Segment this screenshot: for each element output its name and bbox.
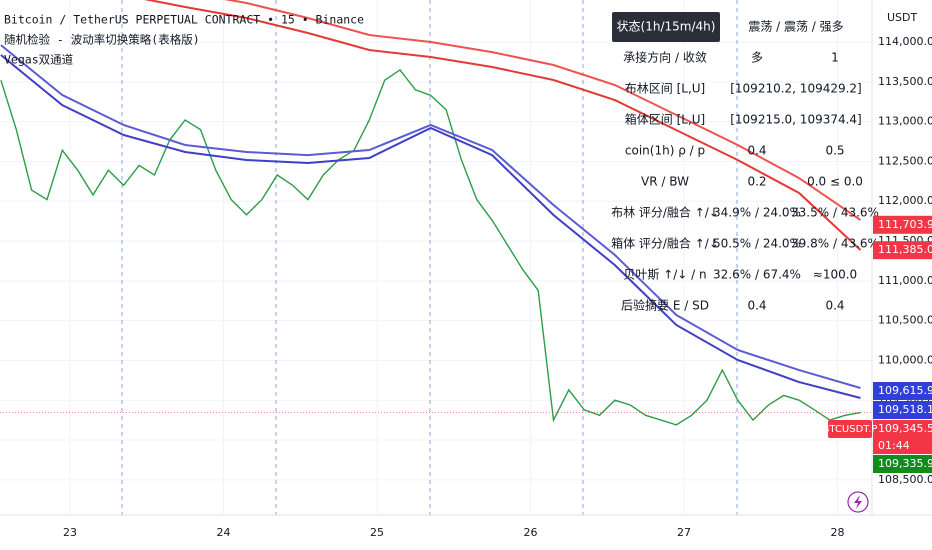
price-label-box	[873, 419, 932, 454]
price-label: 109,345.5	[878, 422, 932, 435]
table-cell: 0.4	[825, 299, 844, 313]
table-cell: 50.5% / 24.0%	[713, 237, 801, 251]
symbol-tag: BTCUSDT.P	[823, 424, 878, 435]
price-axis: 108,500.0109,000.0109,500.0110,000.0110,…	[823, 35, 932, 486]
table-cell: VR / BW	[641, 175, 689, 189]
table-cell: 箱体 评分/融合 ↑/↓	[611, 236, 719, 251]
countdown: 01:44	[878, 439, 910, 452]
table-cell: 布林 评分/融合 ↑/↓	[611, 205, 719, 220]
table-cell: 后验摘要 E / SD	[621, 298, 709, 313]
y-tick-label: 112,500.0	[878, 154, 932, 167]
grid	[0, 0, 872, 515]
table-header-text: 状态(1h/15m/4h)	[617, 20, 716, 34]
currency: USDT	[887, 11, 918, 24]
x-tick-label: 23	[63, 526, 77, 539]
table-cell: 39.8% / 43.6%	[791, 237, 879, 251]
session-lines	[121, 0, 738, 515]
table-cell: 32.6% / 67.4%	[713, 268, 801, 282]
price-label-box	[873, 215, 932, 234]
table-header-text: 震荡 / 震荡 / 强多	[748, 20, 843, 34]
symbol-line: Bitcoin / TetherUS PERPETUAL CONTRACT • …	[4, 13, 364, 27]
series-line	[0, 68, 861, 426]
table-cell: 0.5	[825, 144, 844, 158]
y-tick-label: 110,500.0	[878, 314, 932, 327]
x-tick-label: 28	[830, 526, 844, 539]
price-label-box	[873, 381, 932, 400]
table-cell: 0.4	[747, 144, 766, 158]
table-cell: 0.2	[747, 175, 766, 189]
table-cell: 33.5% / 43.6%	[791, 206, 879, 220]
y-tick-label: 110,000.0	[878, 353, 932, 366]
x-tick-label: 26	[523, 526, 537, 539]
indicator-name: Vegas双通道	[4, 53, 74, 67]
table-header-cell	[612, 12, 720, 42]
price-label-box	[873, 454, 932, 473]
y-tick-label: 113,000.0	[878, 115, 932, 128]
y-tick-label: 114,000.0	[878, 35, 932, 48]
x-tick-label: 27	[677, 526, 691, 539]
indicator-name: 随机检验 - 波动率切换策略(表格版)	[4, 33, 200, 47]
price-label-box	[873, 400, 932, 419]
series-line	[0, 44, 861, 389]
price-label: 111,385.0	[878, 243, 932, 256]
table-cell: 0.4	[747, 299, 766, 313]
alert-icon-ring[interactable]	[847, 491, 869, 513]
table-cell: coin(1h) ρ / p	[625, 144, 705, 158]
price-label: 109,518.1	[878, 403, 932, 416]
table-cell: 34.9% / 24.0%	[713, 206, 801, 220]
series-line	[224, 0, 862, 221]
y-tick-label: 113,500.0	[878, 75, 932, 88]
x-tick-label: 25	[370, 526, 384, 539]
symbol-tag-box	[828, 419, 872, 438]
alert-icon[interactable]	[847, 491, 869, 513]
y-tick-label: 112,000.0	[878, 194, 932, 207]
price-label: 109,335.9	[878, 457, 932, 470]
table-cell: 1	[831, 51, 839, 65]
plot	[0, 0, 872, 426]
table-cell: ≈100.0	[813, 268, 857, 282]
table-cell: 多	[751, 51, 763, 65]
series-line	[0, 54, 861, 399]
x-tick-label: 24	[216, 526, 230, 539]
table-cell: 布林区间 [L,U]	[625, 82, 705, 96]
alert-icon-bolt[interactable]	[854, 495, 862, 509]
y-tick-label: 108,500.0	[878, 473, 932, 486]
price-label-box	[873, 241, 932, 260]
table-cell: 贝叶斯 ↑/↓ / n	[623, 268, 706, 282]
table-cell: [109215.0, 109374.4]	[730, 113, 862, 127]
table-cell: 0.0 ≤ 0.0	[807, 175, 863, 189]
table-cell: [109210.2, 109429.2]	[730, 82, 862, 96]
table-cell: 承接方向 / 收敛	[623, 50, 707, 65]
y-tick-label: 111,000.0	[878, 274, 932, 287]
price-label: 111,703.9	[878, 218, 932, 231]
header: Bitcoin / TetherUS PERPETUAL CONTRACT • …	[4, 11, 918, 67]
table-cell: 箱体区间 [L,U]	[625, 112, 705, 127]
price-label: 109,615.9	[878, 384, 932, 397]
series-line	[144, 0, 862, 251]
